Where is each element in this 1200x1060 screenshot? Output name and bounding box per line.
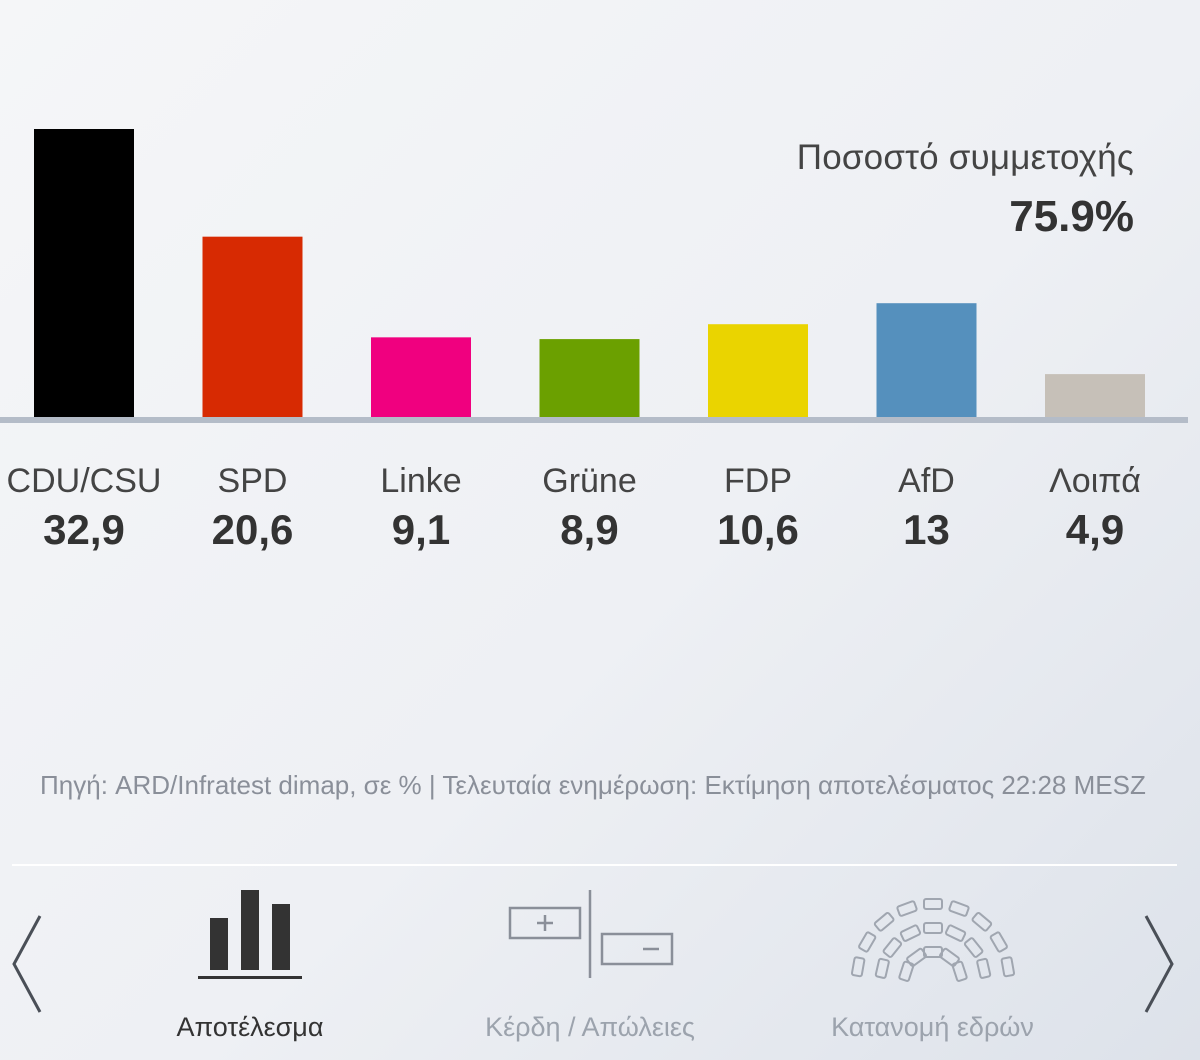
bar-fdp [708, 324, 808, 417]
value-label: 4,9 [1066, 506, 1124, 553]
results-bar-chart: CDU/CSU 32,9 SPD 20,6 Linke 9,1 Grüne 8,9 FDP 10,… [0, 129, 1188, 553]
category-label: SPD [218, 462, 288, 500]
bar-afd [876, 303, 977, 417]
value-label: 9,1 [392, 506, 450, 553]
value-label: 8,9 [560, 506, 618, 553]
tab-seat-distribution-label: Κατανομή εδρών [831, 1012, 1034, 1042]
gains-losses-icon [508, 890, 674, 978]
category-label: Grüne [542, 462, 637, 500]
tab-gains-losses-label: Κέρδη / Απώλειες [485, 1012, 695, 1042]
tab-seat-distribution[interactable]: Κατανομή εδρών [800, 880, 1065, 1050]
value-label: 13 [903, 506, 950, 553]
source-note: Πηγή: ARD/Infratest dimap, σε % | Τελευτ… [40, 770, 1146, 800]
bar-λοιπά [1045, 374, 1145, 417]
bar-chart-icon [198, 890, 302, 979]
chevron-right-icon[interactable] [1138, 912, 1178, 1016]
divider [12, 864, 1177, 866]
turnout-box: Ποσοστό συμμετοχής 75.9% [797, 138, 1134, 242]
value-label: 20,6 [212, 506, 294, 553]
tab-gains-losses[interactable]: Κέρδη / Απώλειες [460, 880, 720, 1050]
tab-result[interactable]: Αποτέλεσμα [150, 880, 350, 1050]
tab-result-label: Αποτέλεσμα [176, 1012, 324, 1042]
category-label: AfD [898, 462, 955, 500]
category-label: Λοιπά [1049, 462, 1141, 500]
turnout-label: Ποσοστό συμμετοχής [796, 138, 1134, 177]
value-label: 10,6 [717, 506, 799, 553]
bar-gr-ne [539, 339, 640, 417]
parliament-seats-icon [850, 898, 1015, 982]
bar-cdu-csu [34, 129, 134, 417]
chevron-left-icon[interactable] [8, 912, 48, 1016]
bar-linke [371, 337, 471, 417]
turnout-value: 75.9% [1009, 192, 1134, 241]
category-label: CDU/CSU [7, 462, 162, 500]
value-label: 32,9 [43, 506, 125, 553]
bar-spd [202, 236, 303, 417]
category-label: FDP [724, 462, 792, 500]
category-label: Linke [380, 462, 461, 500]
